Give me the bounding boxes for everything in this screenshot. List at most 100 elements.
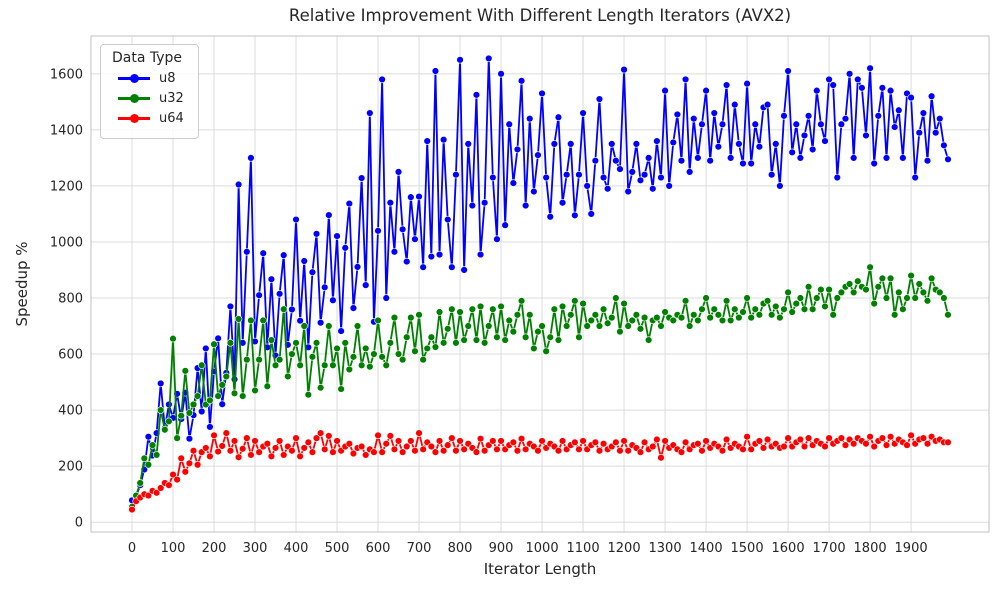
- series-u32-point: [239, 392, 247, 400]
- series-u32-point: [743, 294, 751, 302]
- u8-line-marker-swatch: [118, 74, 150, 83]
- series-u32-point: [706, 313, 714, 322]
- series-u64-point: [763, 435, 772, 444]
- series-u8-point: [886, 86, 895, 95]
- series-u64-point: [349, 449, 358, 458]
- series-u64-point: [308, 448, 317, 456]
- series-u8-point: [747, 159, 755, 168]
- series-u32-point: [608, 313, 616, 322]
- series-u8-point: [333, 232, 341, 240]
- series-u32-point: [271, 361, 280, 369]
- series-u8-point: [780, 112, 788, 120]
- series-u32-point: [940, 294, 948, 302]
- series-u64-point: [386, 432, 395, 440]
- series-u8-point: [915, 128, 923, 137]
- series-u8-point: [398, 225, 407, 234]
- series-u8-point: [456, 56, 464, 64]
- series-u8-point: [907, 93, 915, 102]
- series-u64-point: [571, 438, 579, 447]
- series-u32-point: [882, 294, 891, 302]
- series-u8-point: [927, 92, 936, 100]
- series-u64-point: [480, 447, 489, 455]
- series-u32-point: [357, 361, 366, 369]
- series-u64-point: [165, 481, 173, 489]
- series-u32-point: [362, 344, 370, 353]
- series-u32-point: [275, 355, 284, 364]
- x-tick-label: 1100: [567, 541, 600, 556]
- series-u8-point: [919, 109, 928, 117]
- series-u32-point: [702, 294, 710, 302]
- series-u64-point: [460, 445, 468, 454]
- series-u8-point: [911, 173, 919, 182]
- series-u64-point: [312, 434, 321, 442]
- series-u8-point: [579, 109, 587, 117]
- series-u8-point: [308, 268, 317, 276]
- series-u32-point: [136, 479, 144, 487]
- series-u64-point: [206, 452, 214, 461]
- series-u64-point: [804, 434, 813, 442]
- series-u8-point: [616, 165, 624, 173]
- series-u64-point: [575, 445, 583, 454]
- series-u8-point: [612, 157, 620, 165]
- series-u8-point: [386, 199, 395, 207]
- y-tick-label: 1600: [50, 67, 83, 82]
- series-u32-point: [624, 322, 632, 330]
- series-u8-point: [751, 120, 759, 128]
- x-axis-label: Iterator Length: [483, 560, 597, 578]
- series-u32-point: [583, 322, 591, 330]
- series-u64-point: [616, 447, 624, 455]
- series-u8-point: [464, 140, 472, 148]
- series-u32-point: [796, 294, 805, 302]
- series-u8-point: [403, 257, 411, 266]
- series-u32-point: [189, 400, 198, 409]
- series-u8-point: [353, 263, 362, 271]
- series-u64-point: [427, 442, 436, 451]
- series-u32-point: [739, 308, 747, 316]
- series-u8-point: [501, 221, 509, 229]
- series-u64-point: [234, 453, 243, 461]
- series-u32-point: [808, 305, 817, 313]
- series-u64-point: [497, 437, 505, 445]
- series-u64-point: [944, 438, 952, 447]
- series-u64-point: [444, 441, 452, 449]
- series-u8-point: [833, 173, 841, 182]
- series-u32-point: [280, 305, 288, 313]
- series-u8-point: [583, 182, 591, 190]
- series-u32-point: [800, 305, 809, 313]
- series-u8-point: [899, 154, 907, 162]
- series-u64-point: [280, 451, 288, 459]
- series-u8-point: [784, 67, 792, 75]
- series-u8-point: [448, 263, 456, 271]
- series-u8-point: [870, 159, 878, 168]
- series-u64-point: [222, 429, 231, 437]
- series-u32-point: [690, 311, 698, 319]
- series-u32-point: [489, 305, 497, 313]
- series-u64-point: [193, 461, 202, 469]
- series-u64-point: [210, 431, 218, 440]
- series-u8-point: [431, 67, 440, 75]
- series-u8-point: [476, 250, 485, 259]
- series-u8-point: [694, 154, 702, 162]
- x-tick-label: 1800: [854, 541, 887, 556]
- series-u8-point: [509, 179, 518, 187]
- series-u32-point: [821, 302, 829, 311]
- series-u8-point: [575, 171, 583, 179]
- series-u8-point: [878, 84, 887, 92]
- series-u64-point: [435, 437, 444, 445]
- series-u64-point: [452, 447, 460, 455]
- series-u32-point: [698, 305, 706, 313]
- series-u8-point: [710, 109, 718, 117]
- legend-entry-u64: u64: [118, 111, 184, 126]
- series-u8-point: [296, 317, 304, 325]
- series-u64-point: [534, 447, 542, 455]
- series-u64-point: [694, 440, 702, 448]
- series-u32-point: [497, 302, 505, 311]
- series-u8-point: [800, 131, 809, 140]
- series-u8-point: [858, 84, 866, 92]
- series-u32-point: [501, 336, 509, 344]
- series-u32-point: [456, 308, 464, 316]
- series-u8-point: [804, 112, 813, 120]
- series-u64-point: [419, 445, 427, 454]
